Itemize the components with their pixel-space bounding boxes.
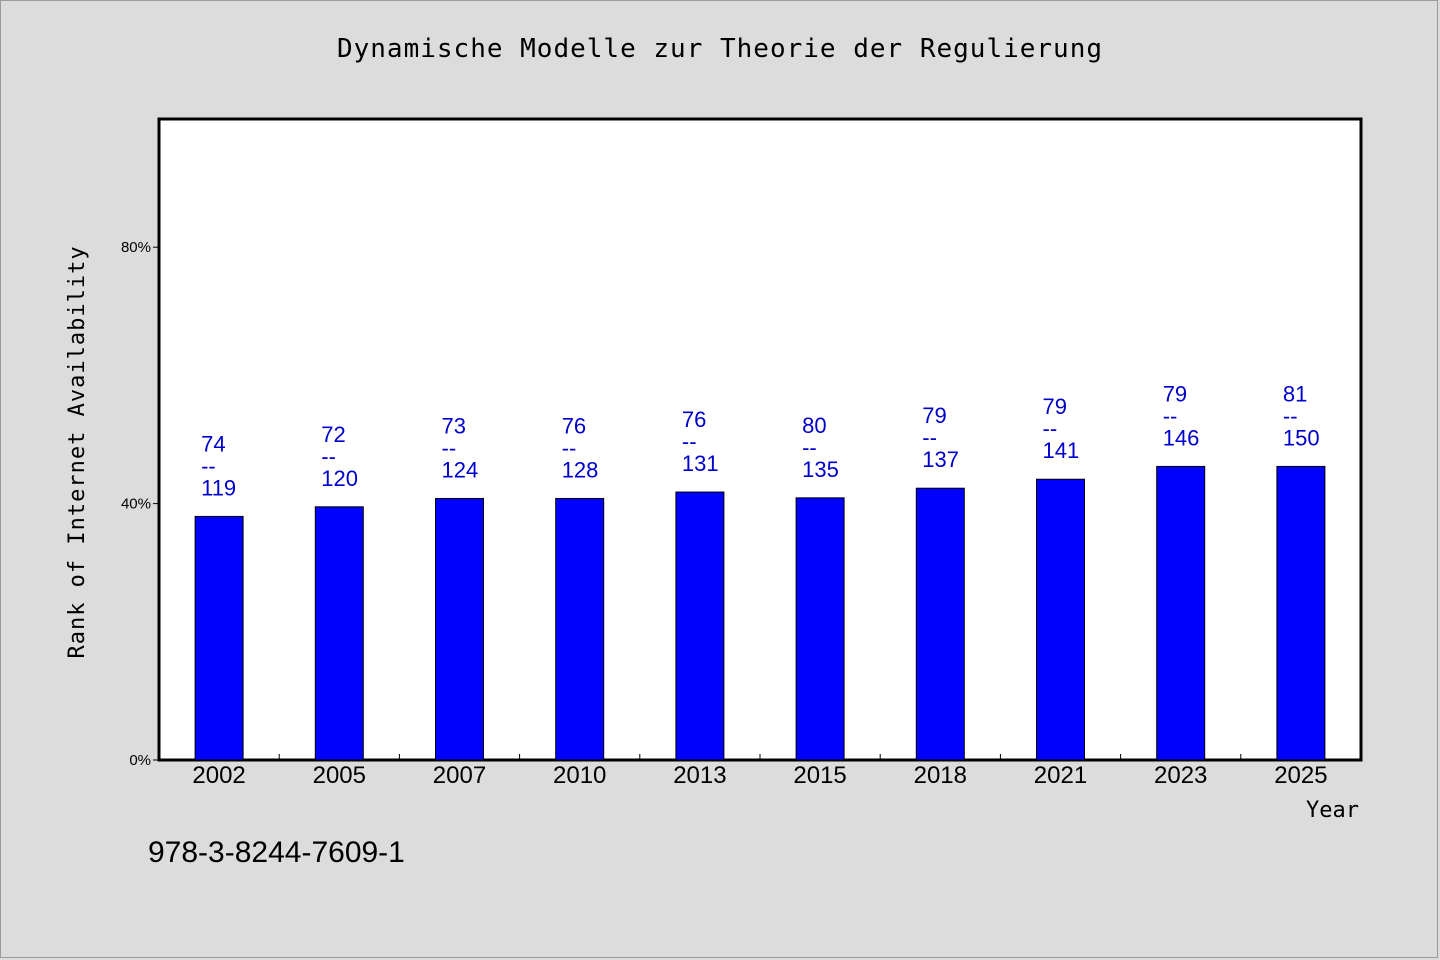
data-label-sep-2013: -- [682, 429, 697, 454]
data-label-sep-2015: -- [802, 435, 817, 460]
data-label-bottom-2002: 119 [201, 475, 236, 500]
data-label-bottom-2013: 131 [682, 451, 719, 476]
data-label-sep-2021: -- [1043, 416, 1058, 441]
data-label-sep-2005: -- [321, 444, 336, 469]
x-tick-label-2005: 2005 [313, 762, 366, 789]
x-tick-label-2002: 2002 [192, 762, 245, 789]
data-label-bottom-2021: 141 [1043, 438, 1080, 463]
data-label-bottom-2005: 120 [321, 466, 358, 491]
data-label-sep-2025: -- [1283, 403, 1298, 428]
x-axis-label: Year [1306, 798, 1359, 823]
bar-2010 [555, 497, 605, 761]
data-label-bottom-2015: 135 [802, 457, 839, 482]
bar-2002 [194, 515, 244, 761]
data-label-top-2023: 79 [1163, 381, 1187, 406]
data-label-top-2007: 73 [442, 413, 466, 438]
y-tick-label-0: 0% [129, 752, 151, 769]
y-tick-label-1: 40% [121, 496, 151, 513]
data-label-top-2013: 76 [682, 407, 706, 432]
bar-2015 [795, 497, 845, 761]
data-label-sep-2010: -- [562, 435, 577, 460]
x-tick-label-2025: 2025 [1274, 762, 1327, 789]
isbn-text: 978-3-8244-7609-1 [148, 836, 405, 869]
x-tick-label-2021: 2021 [1034, 762, 1087, 789]
data-label-sep-2023: -- [1163, 403, 1178, 428]
bar-2005 [314, 506, 364, 761]
y-axis-label: Rank of Internet Availability [65, 245, 90, 658]
bar-2023 [1156, 465, 1206, 761]
data-labels-layer: 74--11972--12073--12476--12876--13180--1… [201, 381, 1320, 500]
x-tick-label-2007: 2007 [433, 762, 486, 789]
data-label-top-2002: 74 [201, 431, 225, 456]
data-label-top-2010: 76 [562, 413, 586, 438]
x-tick-label-2018: 2018 [914, 762, 967, 789]
x-tick-label-2023: 2023 [1154, 762, 1207, 789]
data-label-bottom-2018: 137 [922, 447, 959, 472]
y-tick-label-2: 80% [121, 239, 151, 256]
chart-title: Dynamische Modelle zur Theorie der Regul… [336, 34, 1104, 64]
data-label-top-2005: 72 [321, 422, 345, 447]
bar-2021 [1036, 478, 1085, 761]
bar-2025 [1276, 465, 1326, 761]
data-label-sep-2007: -- [442, 435, 457, 460]
x-tick-label-2013: 2013 [673, 762, 726, 789]
data-label-top-2021: 79 [1043, 394, 1067, 419]
data-label-bottom-2007: 124 [442, 457, 479, 482]
bar-2007 [435, 497, 484, 761]
bar-2013 [675, 491, 725, 761]
x-tick-label-2015: 2015 [793, 762, 846, 789]
data-label-sep-2002: -- [201, 453, 216, 478]
bars-layer [194, 465, 1326, 761]
data-label-sep-2018: -- [922, 425, 937, 450]
data-label-bottom-2023: 146 [1163, 425, 1200, 450]
data-label-top-2025: 81 [1283, 381, 1307, 406]
x-tick-label-2010: 2010 [553, 762, 606, 789]
data-label-bottom-2025: 150 [1283, 425, 1320, 450]
data-label-bottom-2010: 128 [562, 457, 599, 482]
data-label-top-2018: 79 [922, 403, 946, 428]
bar-2018 [915, 487, 965, 761]
data-label-top-2015: 80 [802, 413, 826, 438]
y-axis: 0% 40% 80% [121, 239, 159, 769]
x-axis: 2002 2005 2007 2010 2013 2015 2018 2021 2023 2025 [192, 754, 1328, 789]
